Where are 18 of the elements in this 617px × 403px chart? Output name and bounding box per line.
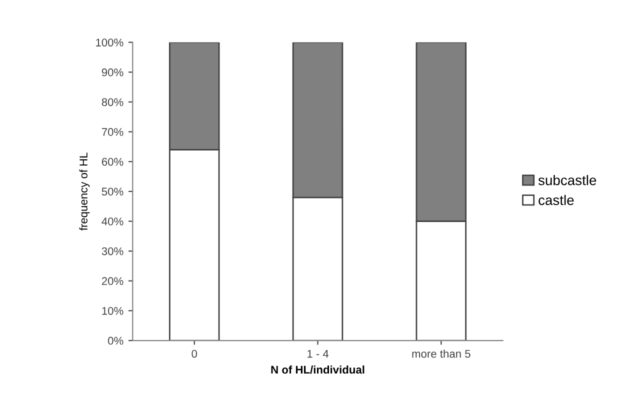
y-tick-label: 10% bbox=[102, 306, 124, 315]
y-tick-label: 50% bbox=[102, 188, 124, 196]
legend-label: castle bbox=[538, 194, 574, 206]
y-tick-label: 0% bbox=[108, 336, 124, 345]
x-tick-label: 0 bbox=[192, 350, 198, 358]
y-tick-label: 80% bbox=[102, 98, 124, 106]
y-tick-label: 30% bbox=[102, 247, 124, 256]
legend-label: subcastle bbox=[538, 175, 596, 186]
y-tick-label: 60% bbox=[102, 158, 124, 166]
y-tick-label: 20% bbox=[102, 277, 124, 286]
y-tick-label: 90% bbox=[102, 68, 124, 76]
x-axis-title: N of HL/individual bbox=[271, 365, 364, 374]
y-tick-label: 70% bbox=[102, 128, 124, 136]
x-tick-label: more than 5 bbox=[412, 350, 470, 358]
y-tick-label: 100% bbox=[96, 38, 124, 46]
x-tick-label: 1 - 4 bbox=[307, 350, 329, 358]
y-axis-title: frequency of HL bbox=[79, 152, 90, 230]
y-tick-label: 40% bbox=[102, 218, 124, 226]
